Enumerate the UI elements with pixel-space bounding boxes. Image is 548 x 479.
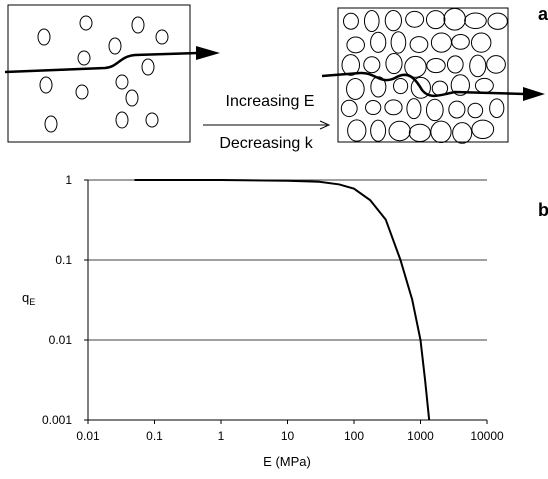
y-tick-label: 1 (65, 173, 72, 187)
pore (131, 16, 145, 34)
pore (363, 10, 380, 33)
pore (408, 123, 431, 143)
pore (471, 119, 495, 140)
x-tick-label: 10000 (470, 429, 504, 443)
pore (340, 99, 358, 118)
pore (469, 54, 487, 78)
pore (452, 122, 473, 144)
x-tick-label: 0.01 (76, 429, 100, 443)
pore (347, 119, 367, 142)
pore (392, 77, 409, 95)
pore (410, 76, 431, 99)
x-axis-label: E (MPa) (263, 454, 311, 469)
pore (370, 31, 387, 53)
pore (443, 7, 466, 31)
pore (430, 120, 452, 143)
pore (370, 119, 387, 142)
pore (450, 74, 470, 96)
crack-path (4, 51, 199, 74)
left-box (7, 4, 191, 143)
diagram: Increasing E Decreasing k a b (4, 4, 548, 220)
arrow-label: Increasing E (226, 93, 315, 110)
y-tick-label: 0.1 (55, 253, 72, 267)
pore (346, 36, 365, 54)
pore (446, 55, 464, 74)
x-tick-label: 1 (218, 429, 225, 443)
pore (425, 10, 446, 30)
pore (388, 120, 411, 142)
pore (405, 10, 425, 28)
pore (370, 76, 387, 98)
pore (390, 31, 407, 54)
crack-path (321, 71, 526, 98)
panel-label: a (538, 4, 548, 24)
pore (363, 56, 381, 74)
pore (489, 98, 505, 119)
pore (467, 102, 484, 119)
right-pores (340, 7, 508, 144)
x-tick-label: 10 (281, 429, 295, 443)
pore (425, 98, 444, 122)
pore (487, 12, 508, 30)
chart: E (MPa) qE 0.001 0.01 0.1 1 0.01 0.1 1 10 100 100… (22, 173, 504, 469)
data-line (134, 179, 431, 421)
pore (404, 55, 427, 78)
left-pores (37, 15, 169, 133)
pore (77, 50, 91, 66)
pore (342, 12, 359, 30)
x-tick-label: 0.1 (146, 429, 163, 443)
y-label-sub: E (29, 297, 35, 307)
pore (125, 89, 139, 107)
pore (44, 115, 58, 133)
pore (365, 100, 382, 116)
pore (341, 54, 361, 76)
y-axis-label: qE (22, 290, 35, 307)
pore (115, 111, 129, 129)
pore (486, 55, 506, 74)
x-tick-label: 1000 (407, 429, 434, 443)
arrow-tip (319, 120, 331, 130)
arrowhead (196, 46, 220, 60)
arrowhead (523, 87, 545, 101)
pore (346, 77, 365, 100)
pore (115, 74, 129, 90)
y-tick-label: 0.01 (49, 333, 73, 347)
pore (451, 34, 470, 50)
pore (409, 36, 429, 53)
pore (155, 29, 169, 45)
y-tick-label: 0.001 (42, 413, 72, 427)
pore (145, 112, 159, 128)
pore (470, 32, 492, 53)
pore (79, 15, 93, 31)
panel-label: b (538, 200, 548, 220)
pore (141, 58, 155, 76)
pore (406, 98, 422, 120)
pore (426, 57, 446, 74)
pore (39, 76, 53, 94)
pore (448, 100, 466, 119)
pore (464, 12, 487, 30)
pore (108, 37, 122, 55)
pore (37, 28, 51, 46)
pore (75, 84, 89, 100)
y-label-base: q (22, 290, 29, 305)
x-tick-label: 100 (344, 429, 364, 443)
pore (384, 10, 402, 32)
pore (384, 99, 403, 116)
pore (385, 52, 403, 75)
arrow-label: Decreasing k (219, 135, 313, 152)
